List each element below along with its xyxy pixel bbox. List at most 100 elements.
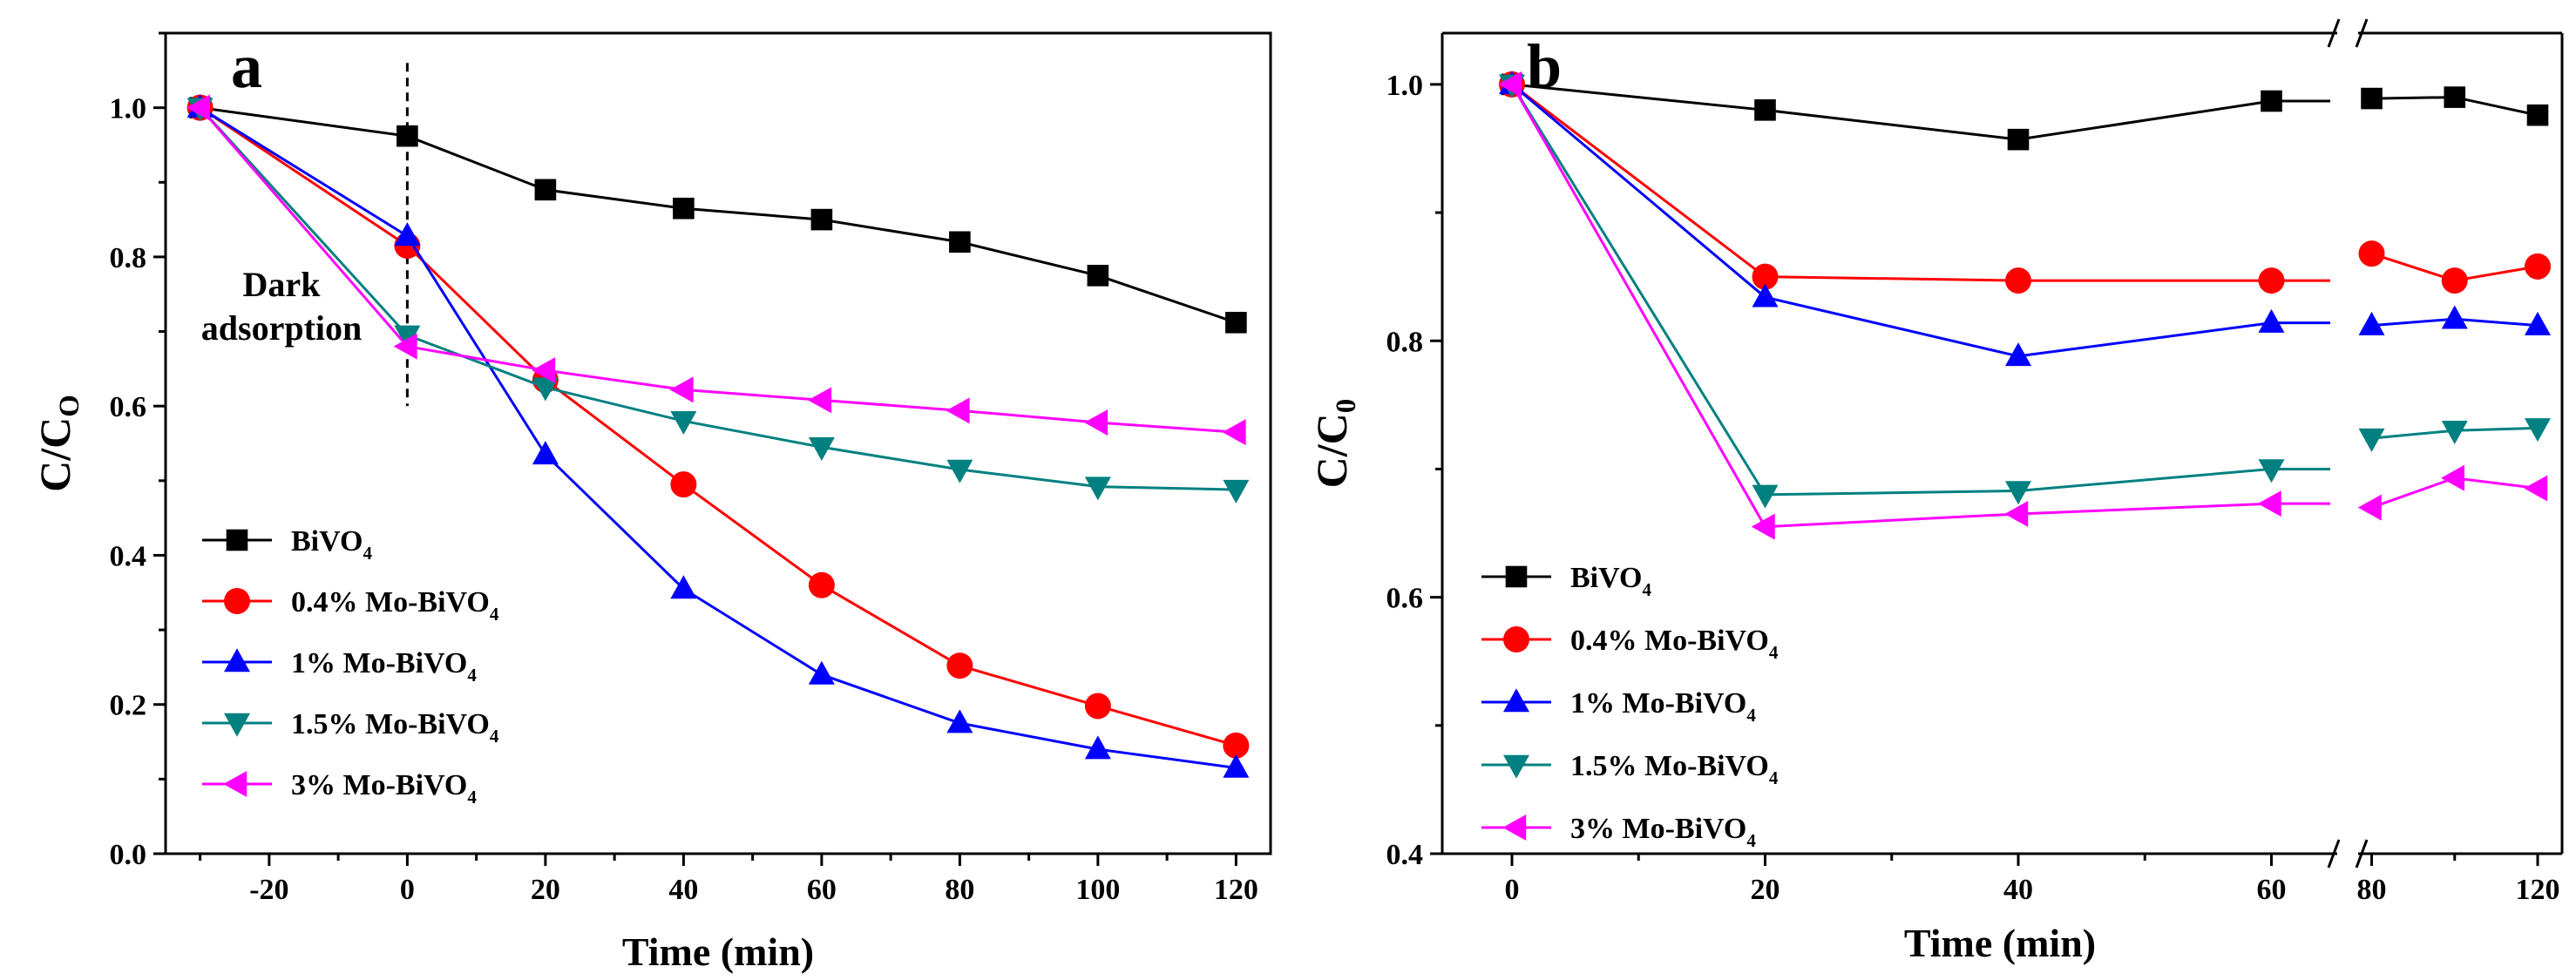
annotation-dark: Dark — [243, 265, 322, 304]
data-point — [1222, 419, 1246, 446]
data-point — [2358, 428, 2385, 452]
data-point — [532, 441, 559, 465]
panel-label: a — [231, 31, 262, 101]
x-tick-label: 60 — [807, 874, 837, 906]
data-point — [1084, 409, 1108, 436]
x-tick-label: 0 — [1505, 874, 1520, 906]
data-point — [2007, 128, 2030, 151]
data-point — [2358, 240, 2385, 267]
data-point — [808, 571, 835, 598]
data-point — [2444, 86, 2466, 108]
y-tick-label: 0.6 — [1386, 583, 1424, 615]
data-point — [1087, 265, 1109, 287]
x-tick-label: 80 — [2357, 874, 2387, 906]
data-point — [532, 377, 559, 402]
data-point — [2005, 267, 2031, 294]
data-point — [2005, 481, 2031, 505]
data-point — [393, 333, 417, 360]
x-axis-label: Time (min) — [1904, 921, 2096, 965]
data-point — [2526, 104, 2549, 126]
data-point — [2258, 459, 2285, 483]
data-point — [808, 437, 835, 462]
series-triangle-up — [1499, 71, 2551, 367]
data-point — [946, 397, 970, 424]
series-line — [1511, 83, 2272, 358]
legend-marker — [1505, 565, 1528, 588]
legend-label: 1% Mo-BiVO4 — [291, 647, 477, 686]
x-tick-label: 100 — [1075, 874, 1120, 906]
y-tick-label: 1.0 — [110, 93, 147, 125]
data-point — [2441, 267, 2468, 294]
legend-marker — [1502, 814, 1527, 841]
panel-a-chart: -20 0 20 40 60 80 100 120 0.0 0.2 0.4 0.6 0.8 1.0 Time… — [31, 31, 1272, 974]
data-point — [670, 575, 697, 599]
y-axis-label: C/CO — [31, 395, 85, 492]
data-point — [808, 660, 835, 685]
data-point — [2261, 90, 2282, 112]
data-point — [946, 652, 973, 679]
data-point — [1084, 735, 1111, 760]
series-line — [1511, 83, 2272, 282]
annotation-adsorption: adsorption — [201, 308, 363, 348]
data-point — [397, 125, 418, 147]
data-point — [1752, 283, 1779, 308]
panel-b-chart: 0 20 40 60 80 120 0.4 0.6 0.8 1.0 Time (min) C/C0 b B… — [1307, 18, 2564, 965]
legend-label: 0.4% Mo-BiVO4 — [291, 586, 499, 625]
series-line — [1510, 84, 2272, 497]
series-line — [199, 106, 1237, 770]
x-tick-label: 20 — [1751, 874, 1780, 906]
series-triangle-down — [186, 98, 1250, 504]
data-point — [2358, 311, 2385, 335]
data-point — [2258, 267, 2285, 294]
data-point — [1225, 311, 1247, 334]
data-point — [2441, 305, 2468, 329]
axis-break-mark — [2355, 18, 2369, 48]
x-tick-label: 0 — [400, 874, 415, 906]
axis-break-mark — [2327, 839, 2341, 868]
data-point — [1498, 71, 1522, 98]
data-point — [1754, 99, 1776, 121]
series-circle — [1499, 71, 2551, 294]
data-point — [1084, 693, 1111, 720]
series-square — [189, 97, 1247, 334]
y-tick-label: 0.8 — [1386, 326, 1424, 358]
data-point — [670, 411, 697, 436]
data-point — [2525, 311, 2551, 335]
data-point — [2525, 418, 2551, 443]
data-point — [808, 387, 832, 414]
data-point — [946, 709, 973, 733]
data-point — [946, 459, 973, 483]
legend-label: 3% Mo-BiVO4 — [291, 769, 477, 808]
data-point — [1223, 479, 1250, 504]
data-point — [1752, 263, 1779, 290]
x-tick-label: 80 — [945, 874, 974, 906]
x-tick-label: 20 — [531, 874, 560, 906]
series-line — [199, 106, 1237, 491]
data-point — [810, 208, 833, 231]
y-tick-label: 1.0 — [1386, 70, 1424, 102]
data-point — [2441, 464, 2465, 491]
data-point — [1752, 484, 1779, 509]
series-triangle-left — [186, 94, 1246, 446]
series-line — [199, 106, 1237, 747]
x-tick-label: 40 — [668, 874, 698, 906]
data-point — [2441, 421, 2468, 445]
y-tick-label: 0.0 — [110, 839, 147, 871]
data-point — [2005, 342, 2031, 367]
data-point — [532, 357, 556, 384]
series-line — [199, 106, 1237, 434]
data-point — [1751, 513, 1775, 540]
data-point — [2524, 475, 2548, 502]
legend-marker — [224, 713, 250, 737]
data-point — [2361, 87, 2383, 110]
x-axis-label: Time (min) — [622, 929, 814, 974]
data-point — [670, 471, 697, 498]
legend-marker — [223, 771, 247, 797]
legend-marker — [1503, 754, 1529, 779]
series-square — [1501, 73, 2549, 151]
y-tick-label: 0.6 — [110, 391, 147, 423]
y-tick-label: 0.4 — [110, 540, 147, 572]
series-triangle-up — [186, 93, 1250, 778]
data-point — [2258, 308, 2285, 333]
x-tick-label: 120 — [2516, 874, 2560, 906]
